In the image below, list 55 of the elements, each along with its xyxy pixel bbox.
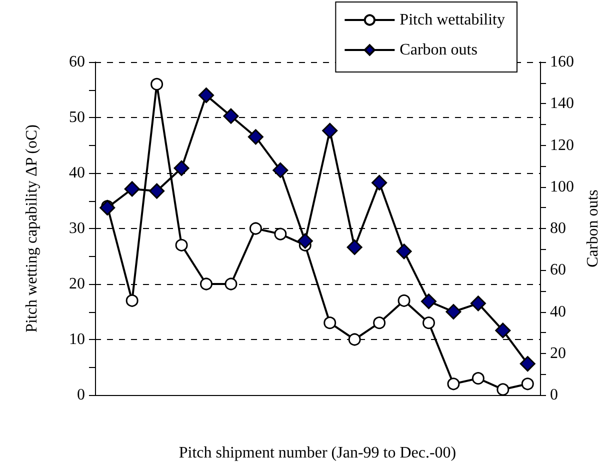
y2-tick-label: 60 [550,262,566,279]
point [248,129,264,145]
point [198,88,214,104]
y-tick-label: 0 [77,386,85,404]
y2-tick-label: 0 [550,386,558,404]
point [520,356,536,372]
y-tick-label: 40 [69,164,85,182]
point [322,122,338,138]
point [495,322,511,338]
point [100,200,116,216]
point [421,294,436,310]
y-tick-label: 10 [69,331,85,348]
point [422,316,435,330]
point [398,294,410,307]
x-axis-title: Pitch shipment number (Jan-99 to Dec.-00) [178,444,456,462]
point [200,278,212,290]
y2-tick-label: 160 [550,54,574,70]
point [348,333,361,346]
y2-axis-title: Carbon outs [584,190,602,268]
y-tick-label: 30 [69,220,85,237]
point [324,316,336,330]
point [396,244,412,260]
y2-tick-label: 80 [550,220,566,237]
point [447,378,460,390]
point [124,181,140,197]
y2-tick-label: 140 [550,95,574,112]
point [174,160,190,176]
point [224,278,238,290]
point [249,222,262,235]
point [472,372,484,385]
point [272,162,288,178]
legend-label: Pitch wettability [400,12,506,28]
point [470,296,486,312]
y-axis-title: Pitch wetting capability ΔP (oC) [24,124,40,332]
y-tick-label: 20 [69,276,85,292]
y2-tick-label: 100 [550,178,574,196]
point [297,233,313,249]
y2-tick-label: 40 [550,303,566,320]
point [274,228,287,240]
y2-tick-label: 120 [550,136,574,154]
point [150,78,164,90]
y-tick-label: 60 [69,54,85,70]
point [149,183,165,199]
legend-label: Carbon outs [400,42,478,58]
y-tick-label: 50 [69,109,85,126]
point [446,304,462,320]
point [175,238,188,252]
point [373,316,386,330]
point [496,383,510,396]
point [372,174,388,190]
point [346,239,362,255]
point [223,108,239,124]
point [521,378,534,390]
point [126,294,138,307]
y2-tick-label: 20 [550,344,566,362]
